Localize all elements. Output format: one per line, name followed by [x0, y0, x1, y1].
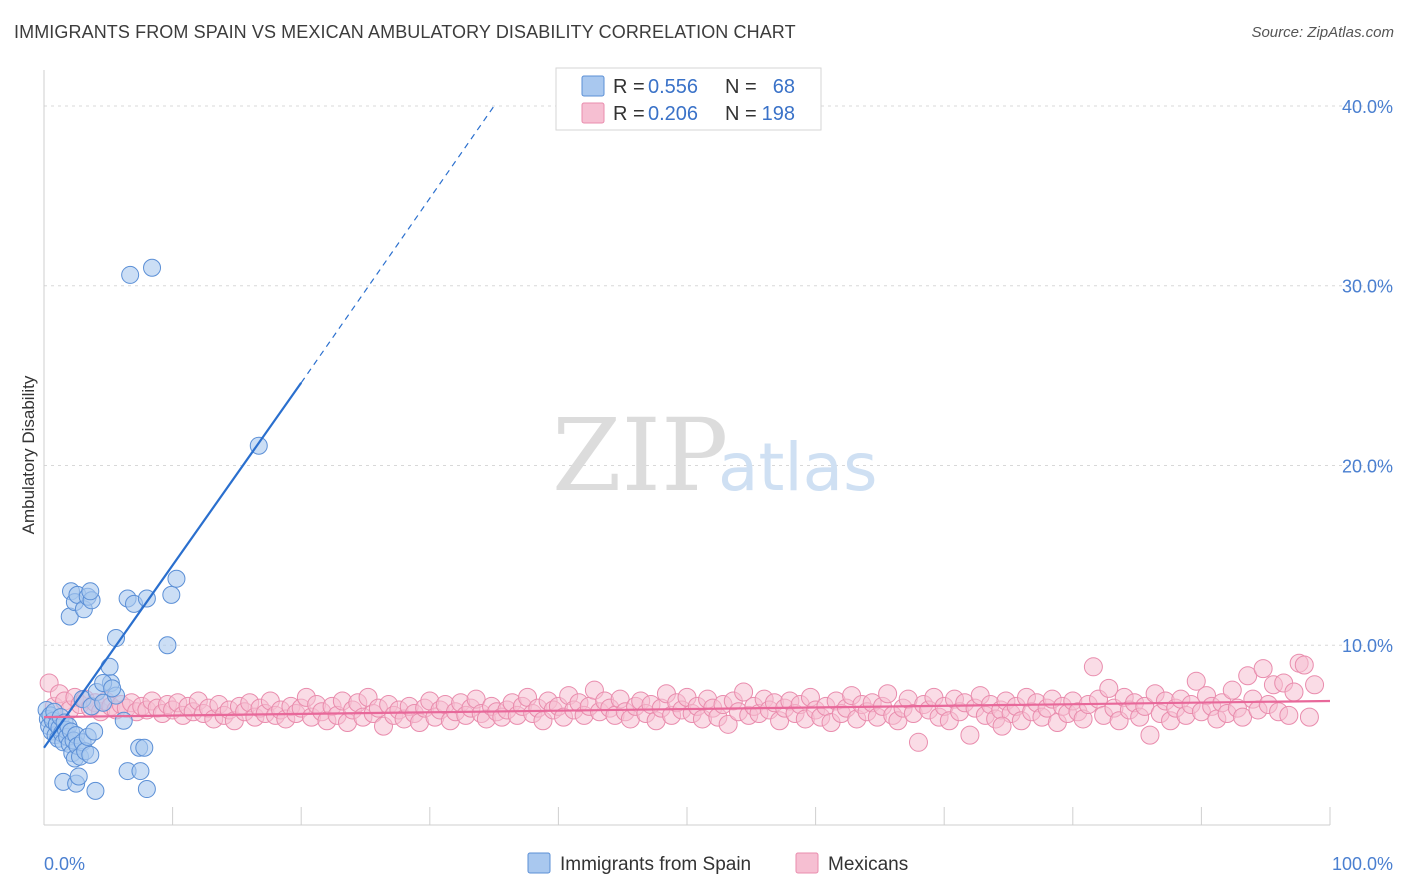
- spain-point: [103, 679, 122, 698]
- spain-trend-line: [43, 382, 303, 749]
- legend-swatch-spain: [581, 75, 605, 97]
- y-tick-label: 40.0%: [1342, 97, 1393, 117]
- legend-r-value-spain: 0.556: [648, 76, 698, 98]
- spain-point: [143, 258, 162, 277]
- legend-n-value-mexicans: 198: [762, 103, 795, 125]
- mexicans-point: [1135, 696, 1155, 716]
- y-tick-label: 30.0%: [1342, 277, 1393, 297]
- spain-point: [121, 265, 140, 284]
- x-tick-label: 100.0%: [1332, 854, 1393, 874]
- bottom-legend-label-spain: Immigrants from Spain: [560, 854, 751, 875]
- watermark-atlas: atlas: [718, 429, 878, 506]
- spain-point: [158, 636, 177, 655]
- spain-point: [162, 585, 181, 604]
- x-tick-label: 0.0%: [44, 854, 85, 874]
- y-tick-label: 20.0%: [1342, 456, 1393, 476]
- mexicans-point: [1253, 659, 1273, 679]
- spain-trend-extension: [300, 105, 495, 384]
- legend-r-label-mexicans: R =: [613, 103, 645, 125]
- mexicans-point: [1294, 655, 1314, 675]
- mexicans-point: [1099, 678, 1119, 698]
- spain-points: [37, 258, 268, 800]
- mexicans-point: [718, 714, 738, 734]
- mexicans-point: [992, 716, 1012, 736]
- trend-lines: [43, 105, 1331, 749]
- spain-point: [100, 657, 119, 676]
- spain-point: [167, 569, 186, 588]
- legend-n-label-spain: N =: [725, 76, 757, 98]
- legend-r-value-mexicans: 0.206: [648, 103, 698, 125]
- mexicans-point: [1140, 725, 1160, 745]
- watermark-zip: ZIP: [552, 397, 728, 514]
- y-tick-label: 10.0%: [1342, 636, 1393, 656]
- legend-swatch-mexicans: [581, 102, 605, 124]
- tick-labels: 10.0% 20.0% 30.0% 40.0% 0.0% 100.0%: [44, 97, 1393, 874]
- legend-box: R = 0.556 N = 68 R = 0.206 N = 198: [555, 67, 822, 131]
- mexicans-point: [1238, 666, 1258, 686]
- spain-point: [137, 780, 156, 799]
- bottom-legend-swatch-mexicans: [795, 852, 819, 874]
- spain-point: [69, 767, 88, 786]
- legend-n-label-mexicans: N =: [725, 103, 757, 125]
- axes: [43, 70, 1331, 826]
- grid-lines: [44, 105, 1392, 646]
- bottom-legend-swatch-spain: [527, 852, 551, 874]
- spain-point: [85, 722, 104, 741]
- mexicans-point: [1083, 657, 1103, 677]
- mexicans-point: [1305, 675, 1325, 695]
- mexicans-point: [1279, 705, 1299, 725]
- spain-point: [81, 582, 100, 601]
- mexicans-point: [734, 682, 754, 702]
- spain-point: [81, 745, 100, 764]
- spain-point: [135, 738, 154, 757]
- spain-point: [131, 762, 150, 781]
- spain-point: [86, 781, 105, 800]
- mexicans-point: [960, 725, 980, 745]
- spain-point: [114, 711, 133, 730]
- bottom-legend-label-mexicans: Mexicans: [828, 854, 908, 875]
- mexicans-point: [1233, 707, 1253, 727]
- mexicans-point: [878, 684, 898, 704]
- mexicans-point: [1186, 671, 1206, 691]
- mexicans-trend-line: [43, 699, 1331, 719]
- y-axis-label: Ambulatory Disability: [19, 375, 38, 534]
- chart-title: IMMIGRANTS FROM SPAIN VS MEXICAN AMBULAT…: [14, 22, 796, 42]
- mexicans-point: [1222, 680, 1242, 700]
- bottom-legend: Immigrants from Spain Mexicans: [527, 852, 908, 875]
- source-label: Source: ZipAtlas.com: [1251, 24, 1394, 41]
- mexicans-point: [908, 732, 928, 752]
- legend-n-value-spain: 68: [773, 76, 795, 98]
- mexicans-point: [1284, 682, 1304, 702]
- legend-r-label-spain: R =: [613, 76, 645, 98]
- mexicans-point: [1299, 707, 1319, 727]
